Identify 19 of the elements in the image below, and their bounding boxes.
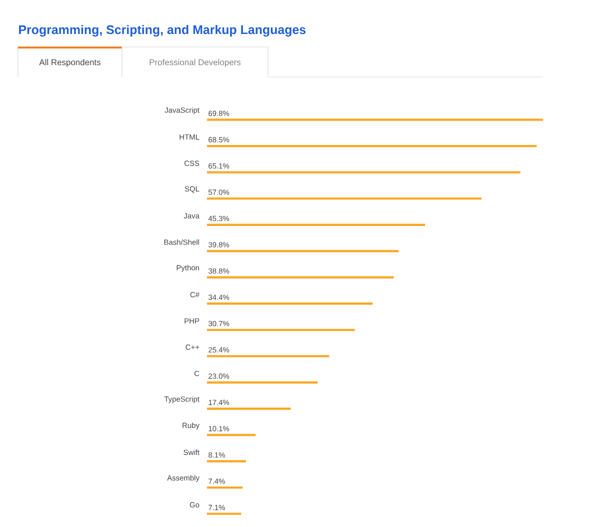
bar (207, 434, 256, 436)
bar (207, 512, 242, 515)
text: All Respondents (39, 59, 101, 67)
bar (207, 302, 373, 305)
bar (207, 197, 482, 200)
bar (207, 328, 355, 332)
chart-title: Programming, Scripting, and Markup Languages (19, 24, 306, 37)
bar (207, 381, 318, 384)
bar (207, 355, 330, 358)
bar (207, 118, 544, 121)
bar (207, 144, 537, 148)
bar (207, 486, 243, 489)
bar (207, 408, 291, 410)
bar (207, 276, 394, 278)
bar (207, 250, 399, 252)
bar (207, 171, 520, 174)
bar (207, 224, 426, 226)
text: Professional Developers (150, 59, 241, 67)
bar (207, 460, 246, 462)
